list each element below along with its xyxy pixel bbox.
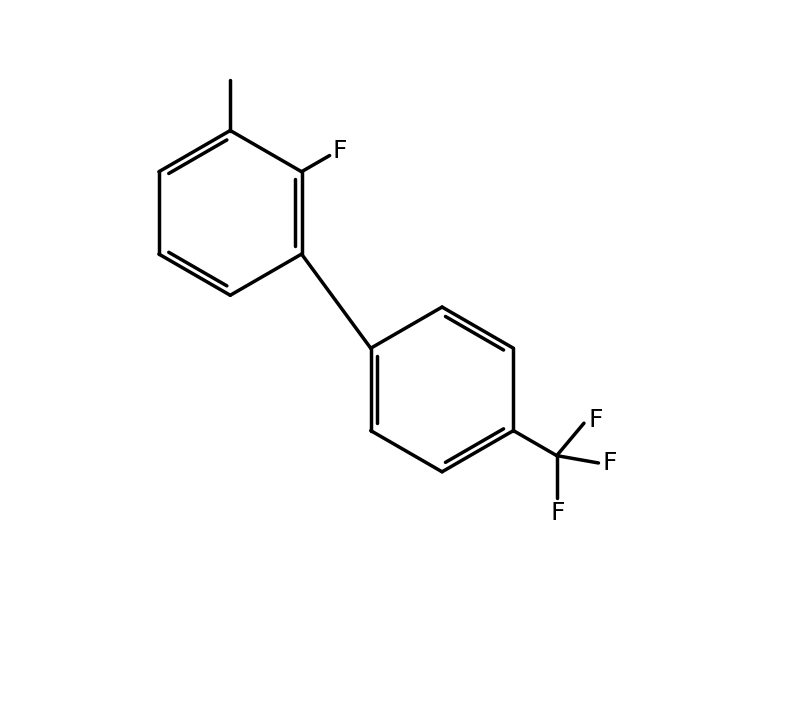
Text: F: F xyxy=(333,139,348,163)
Text: F: F xyxy=(589,408,603,432)
Text: F: F xyxy=(603,451,618,475)
Text: F: F xyxy=(551,500,565,525)
